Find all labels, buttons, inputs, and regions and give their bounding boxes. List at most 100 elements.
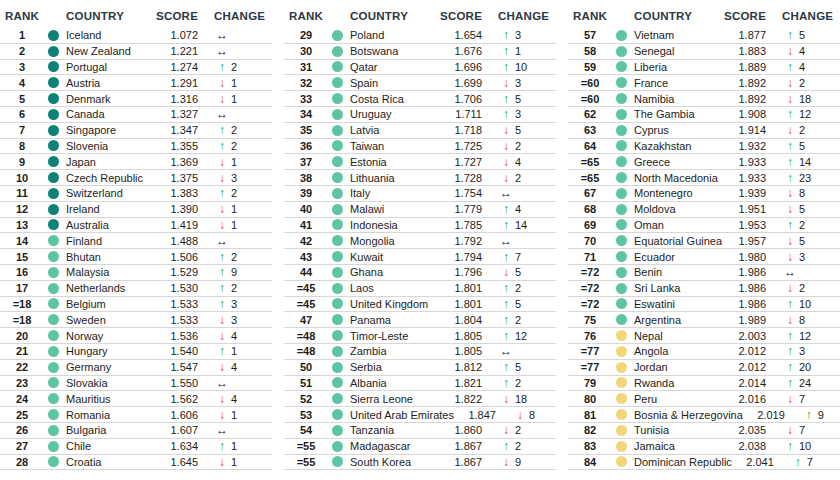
change-cell: ↓ 2 <box>494 424 556 436</box>
no-change-arrow-icon: ↔ <box>214 29 230 41</box>
change-cell: ↔ <box>494 187 556 199</box>
country-label: Spain <box>346 77 440 89</box>
down-arrow-icon: ↓ <box>214 456 230 468</box>
change-cell: ↑ 5 <box>778 29 840 41</box>
rank-cell: 43 <box>284 251 328 263</box>
peace-tier-high-dot-icon <box>48 251 59 262</box>
down-arrow-icon: ↓ <box>214 203 230 215</box>
peace-tier-high-dot-icon <box>332 283 343 294</box>
dot-cell <box>44 346 62 357</box>
rank-cell: 59 <box>568 61 612 73</box>
dot-cell <box>44 172 62 183</box>
rank-cell: 17 <box>0 282 44 294</box>
rank-cell: =72 <box>568 282 612 294</box>
change-value: 4 <box>515 156 521 168</box>
country-label: Nepal <box>630 330 724 342</box>
rank-cell: 63 <box>568 124 612 136</box>
peace-tier-medium-dot-icon <box>616 346 627 357</box>
score-value: 1.889 <box>724 61 778 73</box>
peace-tier-high-dot-icon <box>332 377 343 388</box>
peace-tier-high-dot-icon <box>616 219 627 230</box>
dot-cell <box>612 204 630 215</box>
down-arrow-icon: ↓ <box>512 409 528 421</box>
table-row: 69 Oman 1.953 ↑ 2 <box>568 218 840 234</box>
up-arrow-icon: ↑ <box>214 251 230 263</box>
change-cell: ↑ 5 <box>494 298 556 310</box>
score-value: 1.327 <box>156 108 210 120</box>
change-cell: ↔ <box>210 108 272 120</box>
table-row: 37 Estonia 1.727 ↓ 4 <box>284 154 556 170</box>
change-value: 7 <box>799 393 805 405</box>
table-row: =48 Timor-Leste 1.805 ↑ 12 <box>284 328 556 344</box>
change-value: 2 <box>515 282 521 294</box>
rank-cell: 7 <box>0 124 44 136</box>
table-row: 17 Netherlands 1.530 ↑ 2 <box>0 281 272 297</box>
rank-cell: 64 <box>568 140 612 152</box>
peace-tier-medium-dot-icon <box>616 393 627 404</box>
down-arrow-icon: ↓ <box>498 424 514 436</box>
score-value: 1.676 <box>440 45 494 57</box>
change-cell: ↓ 1 <box>210 93 272 105</box>
up-arrow-icon: ↑ <box>782 61 798 73</box>
table-row: 36 Taiwan 1.725 ↓ 2 <box>284 139 556 155</box>
change-cell: ↓ 5 <box>778 203 840 215</box>
score-value: 1.533 <box>156 314 210 326</box>
rank-cell: =18 <box>0 314 44 326</box>
up-arrow-icon: ↑ <box>214 440 230 452</box>
country-label: Slovakia <box>62 377 156 389</box>
dot-cell <box>612 219 630 230</box>
rows: 57 Vietnam 1.877 ↑ 5 58 Senegal 1.883 ↓ … <box>568 28 840 470</box>
up-arrow-icon: ↑ <box>498 61 514 73</box>
score-value: 1.892 <box>724 77 778 89</box>
dot-cell <box>44 125 62 136</box>
peace-tier-high-dot-icon <box>48 393 59 404</box>
change-cell: ↔ <box>778 266 840 278</box>
change-cell: ↓ 7 <box>778 393 840 405</box>
no-change-arrow-icon: ↔ <box>498 345 514 357</box>
score-value: 1.794 <box>440 251 494 263</box>
country-label: Singapore <box>62 124 156 136</box>
rank-cell: 26 <box>0 424 44 436</box>
country-label: Tunisia <box>630 424 724 436</box>
change-cell: ↓ 8 <box>778 314 840 326</box>
dot-cell <box>44 298 62 309</box>
country-label: Equatorial Guinea <box>630 235 724 247</box>
table-row: 4 Austria 1.291 ↓ 1 <box>0 75 272 91</box>
change-value: 5 <box>515 93 521 105</box>
peace-tier-high-dot-icon <box>332 188 343 199</box>
dot-cell <box>612 93 630 104</box>
country-label: Namibia <box>630 93 724 105</box>
peace-tier-very_high-dot-icon <box>48 219 59 230</box>
score-value: 1.383 <box>156 187 210 199</box>
peace-tier-high-dot-icon <box>616 204 627 215</box>
peace-tier-high-dot-icon <box>332 330 343 341</box>
change-cell: ↑ 2 <box>210 140 272 152</box>
rank-cell: 8 <box>0 140 44 152</box>
score-value: 1.914 <box>724 124 778 136</box>
dot-cell <box>44 235 62 246</box>
country-label: Sweden <box>62 314 156 326</box>
peace-tier-high-dot-icon <box>616 93 627 104</box>
rank-cell: 50 <box>284 361 328 373</box>
country-label: Madagascar <box>346 440 440 452</box>
dot-cell <box>328 30 346 41</box>
score-value: 1.805 <box>440 330 494 342</box>
country-label: Germany <box>62 361 156 373</box>
dot-cell <box>44 283 62 294</box>
dot-cell <box>328 188 346 199</box>
change-cell: ↑ 3 <box>210 298 272 310</box>
country-label: Romania <box>62 409 156 421</box>
score-value: 1.696 <box>440 61 494 73</box>
change-cell: ↓ 3 <box>210 314 272 326</box>
score-value: 1.347 <box>156 124 210 136</box>
score-value: 1.980 <box>724 251 778 263</box>
table-row: 39 Italy 1.754 ↔ <box>284 186 556 202</box>
up-arrow-icon: ↑ <box>498 93 514 105</box>
change-value: 5 <box>799 235 805 247</box>
peace-tier-high-dot-icon <box>48 330 59 341</box>
down-arrow-icon: ↓ <box>782 93 798 105</box>
no-change-arrow-icon: ↔ <box>214 235 230 247</box>
score-value: 2.012 <box>724 345 778 357</box>
country-label: Norway <box>62 330 156 342</box>
change-value: 2 <box>515 424 521 436</box>
